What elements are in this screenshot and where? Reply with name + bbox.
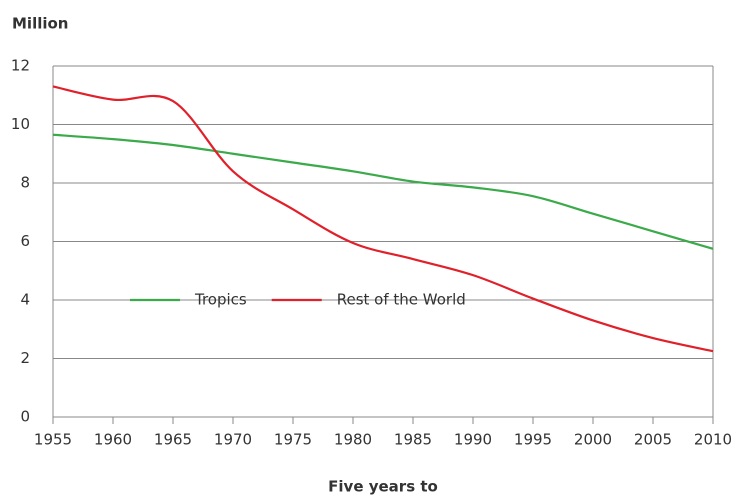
y-tick-label: 0 bbox=[20, 408, 30, 426]
x-tick-label: 1990 bbox=[454, 431, 492, 449]
y-tick-label: 2 bbox=[20, 349, 30, 367]
legend-label: Rest of the World bbox=[337, 291, 466, 309]
x-axis-label: Five years to bbox=[328, 478, 438, 496]
y-tick-label: 8 bbox=[20, 174, 30, 192]
y-tick-label: 12 bbox=[11, 57, 30, 75]
x-tick-label: 2000 bbox=[574, 431, 612, 449]
y-axis-label: Million bbox=[12, 15, 68, 33]
series-line bbox=[52, 133, 714, 250]
y-tick-label: 6 bbox=[20, 232, 30, 250]
x-tick-label: 1955 bbox=[34, 431, 72, 449]
legend-label: Tropics bbox=[194, 291, 247, 309]
x-tick-label: 1980 bbox=[334, 431, 372, 449]
x-tick-label: 1970 bbox=[214, 431, 252, 449]
x-tick-label: 1965 bbox=[154, 431, 192, 449]
x-tick-label: 1985 bbox=[394, 431, 432, 449]
x-tick-label: 1960 bbox=[94, 431, 132, 449]
series-line bbox=[52, 85, 714, 353]
y-tick-label: 4 bbox=[20, 291, 30, 309]
x-tick-label: 2010 bbox=[694, 431, 732, 449]
y-tick-label: 10 bbox=[11, 115, 30, 133]
x-tick-label: 2005 bbox=[634, 431, 672, 449]
x-tick-label: 1995 bbox=[514, 431, 552, 449]
x-tick-label: 1975 bbox=[274, 431, 312, 449]
